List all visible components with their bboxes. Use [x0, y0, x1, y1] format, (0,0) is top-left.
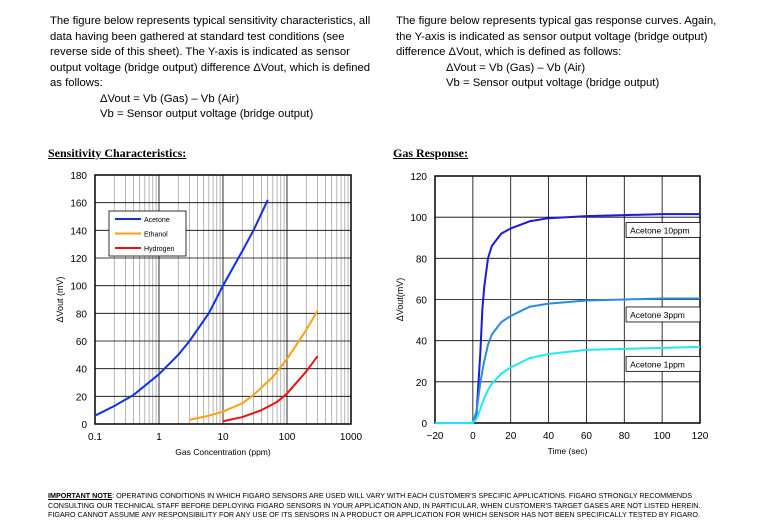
right-equation-2: Vb = Sensor output voltage (bridge outpu… — [446, 77, 660, 89]
right-intro: The figure below represents typical gas … — [396, 14, 726, 92]
series-line-acetone-1ppm — [435, 345, 701, 424]
series-line-acetone-3ppm — [435, 297, 700, 424]
y-tick-label: 0 — [421, 419, 427, 430]
x-tick-label: 1000 — [340, 432, 363, 443]
x-tick-label: 100 — [654, 431, 671, 442]
note-text: : OPERATING CONDITIONS IN WHICH FIGARO S… — [48, 491, 701, 519]
y-tick-label: 160 — [70, 199, 87, 210]
note-label: IMPORTANT NOTE — [48, 491, 113, 500]
legend-label: Acetone — [144, 217, 170, 224]
right-equation-1: ΔVout = Vb (Gas) – Vb (Air) — [446, 61, 586, 74]
y-tick-label: 20 — [76, 392, 88, 403]
y-tick-label: 180 — [70, 171, 87, 182]
x-tick-label: −20 — [427, 431, 444, 442]
y-tick-label: 40 — [76, 365, 88, 376]
y-tick-label: 60 — [416, 296, 428, 307]
x-tick-label: 40 — [543, 431, 555, 442]
series-label-box — [625, 355, 701, 372]
gas-response-title: Gas Response: — [393, 146, 469, 160]
y-tick-label: 120 — [410, 172, 427, 183]
y-tick-label: 120 — [70, 254, 87, 265]
x-tick-label: 0 — [470, 431, 476, 442]
legend-label: Ethanol — [144, 232, 168, 239]
y-axis-label: ΔVout (mV) — [55, 276, 65, 322]
series-line-acetone — [94, 199, 269, 417]
series-label: Acetone 10ppm — [630, 226, 690, 236]
x-tick-label: 1 — [156, 432, 162, 443]
x-tick-label: 100 — [279, 432, 296, 443]
left-equation-1: ΔVout = Vb (Gas) – Vb (Air) — [100, 92, 240, 105]
series-line-ethanol — [189, 310, 319, 421]
y-tick-label: 20 — [416, 378, 428, 389]
x-tick-label: 120 — [692, 431, 709, 442]
y-tick-label: 0 — [81, 420, 87, 431]
left-equation-2: Vb = Sensor output voltage (bridge outpu… — [100, 108, 314, 120]
y-tick-label: 100 — [410, 213, 427, 224]
important-note: IMPORTANT NOTE: OPERATING CONDITIONS IN … — [48, 491, 723, 520]
y-tick-label: 40 — [416, 337, 428, 348]
series-line-acetone-10ppm — [435, 213, 700, 424]
y-tick-label: 60 — [76, 337, 88, 348]
plot-frame — [434, 175, 701, 424]
plot-frame — [94, 174, 352, 425]
series-label: Acetone 3ppm — [630, 310, 685, 320]
x-tick-label: 80 — [619, 431, 631, 442]
series-label: Acetone 1ppm — [630, 359, 685, 369]
series-label-box — [625, 306, 701, 323]
right-paragraph: The figure below represents typical gas … — [396, 15, 717, 58]
left-paragraph: The figure below represents typical sens… — [50, 15, 371, 89]
x-tick-label: 20 — [505, 431, 517, 442]
x-tick-label: 10 — [217, 432, 229, 443]
y-tick-label: 80 — [76, 309, 88, 320]
sensitivity-title: Sensitivity Characteristics: — [48, 146, 187, 160]
x-tick-label: 0.1 — [88, 432, 102, 443]
x-axis-label: Time (sec) — [548, 446, 588, 456]
x-axis-label: Gas Concentration (ppm) — [175, 447, 271, 457]
x-tick-label: 60 — [581, 431, 593, 442]
y-tick-label: 100 — [70, 282, 87, 293]
legend-label: Hydrogen — [144, 246, 174, 253]
series-label-box — [625, 222, 701, 238]
y-tick-label: 140 — [70, 226, 87, 237]
left-intro: The figure below represents typical sens… — [50, 14, 380, 123]
y-axis-label: ΔVout(mV) — [395, 278, 405, 322]
series-line-hydrogen — [222, 355, 319, 423]
y-tick-label: 80 — [416, 254, 428, 265]
